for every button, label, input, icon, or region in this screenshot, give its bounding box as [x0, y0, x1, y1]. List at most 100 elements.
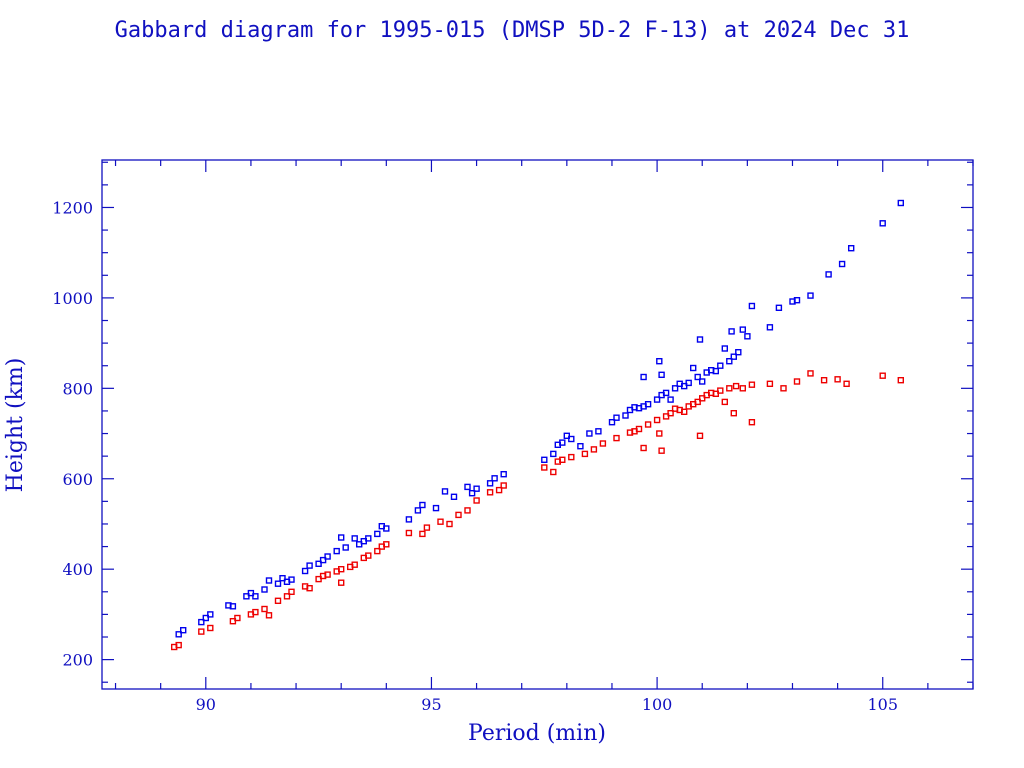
apogee-point [667, 396, 674, 403]
perigee-point [446, 520, 453, 528]
y-tick-label: 600 [62, 470, 93, 489]
apogee-point [793, 297, 801, 304]
apogee-point [559, 439, 566, 446]
perigee-point [175, 641, 182, 649]
apogee-point [265, 577, 273, 584]
apogee-point [735, 349, 742, 356]
apogee-point [405, 516, 413, 523]
perigee-point [559, 456, 566, 463]
perigee-point [455, 511, 462, 519]
apogee-point [324, 553, 331, 560]
apogee-point [671, 385, 679, 392]
perigee-point [495, 486, 503, 494]
apogee-point [577, 443, 584, 450]
apogee-point [175, 631, 182, 638]
apogee-point [848, 244, 855, 252]
apogee-point [690, 364, 697, 372]
perigee-point [879, 372, 886, 379]
x-tick-label: 95 [421, 695, 441, 714]
perigee-point [590, 446, 598, 453]
y-tick-label: 1000 [52, 289, 93, 308]
apogee-point [640, 373, 647, 381]
apogee-point [658, 371, 665, 378]
perigee-point [550, 468, 557, 476]
apogee-point [198, 618, 205, 626]
perigee-point [696, 432, 704, 439]
apogee-point [500, 471, 507, 478]
apogee-point [717, 362, 724, 369]
perigee-point [288, 588, 295, 595]
perigee-point [229, 618, 237, 625]
apogee-point [243, 593, 250, 600]
apogee-point [541, 456, 548, 463]
perigee-point [730, 410, 737, 417]
apogee-point [333, 547, 340, 555]
apogee-point [726, 358, 733, 365]
apogee-point [342, 544, 349, 551]
apogee-point [301, 567, 309, 575]
apogee-point [486, 480, 494, 487]
apogee-point [468, 490, 476, 497]
apogee-point [728, 328, 735, 335]
apogee-point [441, 488, 449, 495]
x-axis-label: Period (min) [468, 721, 606, 746]
apogee-point [807, 292, 814, 299]
apogee-point [306, 562, 313, 569]
apogee-point [586, 430, 593, 437]
apogee-point [613, 414, 620, 421]
apogee-point [374, 530, 381, 538]
perigee-point [739, 385, 746, 392]
apogee-point [338, 534, 345, 541]
perigee-point [658, 447, 665, 454]
apogee-point [739, 326, 746, 333]
perigee-point [721, 398, 728, 406]
perigee-point [656, 430, 663, 437]
apogee-point [656, 358, 663, 365]
apogee-point [897, 199, 904, 207]
x-tick-label: 100 [642, 695, 673, 714]
apogee-point [261, 586, 268, 593]
apogee-point [622, 412, 629, 419]
perigee-point [365, 552, 372, 559]
perigee-point [423, 524, 431, 531]
apogee-point [288, 576, 295, 583]
perigee-point [732, 382, 740, 390]
apogee-point [279, 575, 286, 582]
perigee-point [486, 489, 494, 496]
apogee-point [825, 271, 832, 278]
perigee-point [383, 541, 390, 548]
apogee-point [744, 333, 751, 340]
apogee-point [365, 535, 372, 542]
perigee-point [338, 566, 345, 573]
perigee-point [820, 377, 828, 384]
perigee-point [807, 370, 814, 377]
apogee-point [681, 382, 688, 390]
apogee-point [748, 302, 756, 310]
apogee-point [432, 504, 440, 512]
perigee-point [338, 579, 345, 586]
perigee-point [780, 385, 787, 392]
perigee-point [635, 425, 643, 433]
perigee-point [640, 444, 647, 452]
apogee-point [315, 560, 322, 567]
apogee-point [644, 401, 652, 408]
apogee-point [450, 493, 458, 500]
axis-ticks [102, 160, 974, 689]
apogee-point [351, 535, 358, 542]
perigee-point [234, 614, 241, 622]
perigee-point [274, 597, 282, 604]
perigee-point [599, 440, 607, 447]
y-axis-label: Height (km) [3, 358, 28, 493]
apogee-point [721, 345, 728, 352]
perigee-point [726, 385, 733, 392]
apogee-point [419, 501, 426, 509]
y-tick-label: 1200 [52, 198, 93, 217]
x-tick-label: 90 [196, 695, 216, 714]
perigee-point [252, 608, 259, 616]
apogee-point [274, 580, 282, 587]
apogee-point [595, 428, 602, 435]
perigee-point [500, 482, 507, 489]
apogee-point [838, 260, 846, 268]
perigee-point [464, 507, 471, 514]
perigee-point [717, 387, 724, 394]
